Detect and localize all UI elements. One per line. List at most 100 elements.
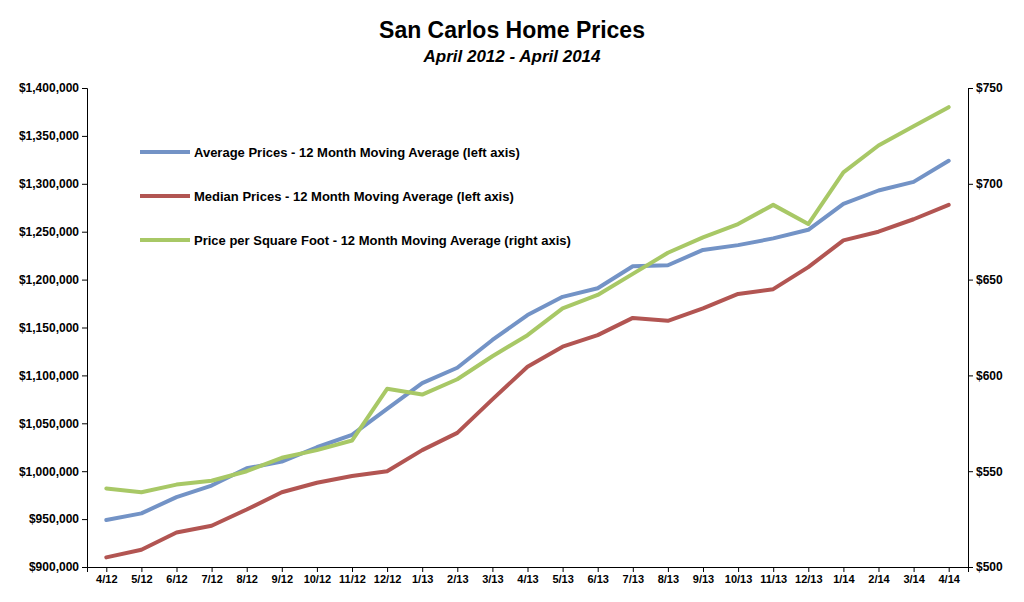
tick: 11/13 <box>760 567 787 585</box>
tick-mark <box>82 519 87 520</box>
tick-label: $750 <box>976 81 1003 95</box>
tick: 10/13 <box>725 567 753 585</box>
tick-label: 1/14 <box>833 573 855 585</box>
tick: 6/12 <box>166 567 187 585</box>
series-line <box>106 205 948 558</box>
tick: 8/13 <box>658 567 679 585</box>
y2-axis: $500$550$600$650$700$750 <box>968 81 1003 574</box>
tick-mark <box>878 567 879 572</box>
tick-label: 12/12 <box>374 573 402 585</box>
tick-label: $1,250,000 <box>19 225 79 239</box>
tick-mark <box>968 88 973 89</box>
tick-mark <box>528 567 529 572</box>
tick-mark <box>82 375 87 376</box>
tick-label: 1/13 <box>412 573 433 585</box>
tick: 2/14 <box>868 567 890 585</box>
tick-mark <box>317 567 318 572</box>
tick-label: 2/14 <box>868 573 890 585</box>
tick-mark <box>949 567 950 572</box>
tick-mark <box>177 567 178 572</box>
legend-label: Average Prices - 12 Month Moving Average… <box>194 145 520 160</box>
tick-mark <box>82 136 87 137</box>
tick: $1,300,000 <box>19 177 87 191</box>
tick: $950,000 <box>29 512 87 526</box>
tick-label: 9/13 <box>693 573 714 585</box>
tick-label: $650 <box>976 273 1003 287</box>
tick-label: $900,000 <box>29 560 79 574</box>
tick-mark <box>492 567 493 572</box>
tick-mark <box>82 280 87 281</box>
tick: 12/13 <box>795 567 823 585</box>
tick-label: 5/12 <box>131 573 152 585</box>
tick-label: $1,050,000 <box>19 417 79 431</box>
tick-mark <box>141 567 142 572</box>
tick: 1/14 <box>833 567 855 585</box>
tick-label: $550 <box>976 465 1003 479</box>
tick-label: 7/13 <box>623 573 644 585</box>
tick-mark <box>82 423 87 424</box>
tick: 5/12 <box>131 567 152 585</box>
tick-mark <box>968 184 973 185</box>
tick-mark <box>82 232 87 233</box>
tick-mark <box>598 567 599 572</box>
tick: $1,350,000 <box>19 129 87 143</box>
tick: 6/13 <box>587 567 608 585</box>
tick-mark <box>914 567 915 572</box>
legend-swatch <box>140 150 190 154</box>
tick: 2/13 <box>447 567 468 585</box>
tick: 11/12 <box>339 567 366 585</box>
title: San Carlos Home Prices <box>379 17 645 43</box>
tick-label: $1,400,000 <box>19 81 79 95</box>
tick: 9/13 <box>693 567 714 585</box>
tick-label: $1,100,000 <box>19 369 79 383</box>
tick-mark <box>82 184 87 185</box>
tick-mark <box>738 567 739 572</box>
tick: $500 <box>968 560 1003 574</box>
tick-mark <box>703 567 704 572</box>
tick: 7/12 <box>201 567 222 585</box>
tick: 10/12 <box>304 567 332 585</box>
tick-label: 6/13 <box>587 573 608 585</box>
chart: San Carlos Home PricesApril 2012 - April… <box>0 0 1024 602</box>
legend-item: Average Prices - 12 Month Moving Average… <box>140 145 520 160</box>
tick-label: 8/13 <box>658 573 679 585</box>
tick-label: $950,000 <box>29 512 79 526</box>
tick: 8/12 <box>236 567 257 585</box>
tick-label: 4/12 <box>96 573 117 585</box>
tick-mark <box>457 567 458 572</box>
series-line <box>106 161 948 520</box>
tick: 3/14 <box>903 567 925 585</box>
tick-mark <box>282 567 283 572</box>
tick-label: $600 <box>976 369 1003 383</box>
tick: $1,250,000 <box>19 225 87 239</box>
tick: 4/14 <box>938 567 960 585</box>
tick-label: 11/13 <box>760 573 787 585</box>
tick-mark <box>387 567 388 572</box>
tick-mark <box>563 567 564 572</box>
legend: Average Prices - 12 Month Moving Average… <box>140 145 571 248</box>
tick: $1,200,000 <box>19 273 87 287</box>
tick: $600 <box>968 369 1003 383</box>
tick-label: 2/13 <box>447 573 468 585</box>
legend-item: Median Prices - 12 Month Moving Average … <box>140 189 514 204</box>
tick: $650 <box>968 273 1003 287</box>
tick-label: $1,350,000 <box>19 129 79 143</box>
tick: 7/13 <box>623 567 644 585</box>
tick-mark <box>968 471 973 472</box>
tick-label: 9/12 <box>272 573 293 585</box>
tick-mark <box>773 567 774 572</box>
tick-label: 7/12 <box>201 573 222 585</box>
y-axis: $900,000 $950,000 $1,000,000 $1,050,000 $1,1… <box>19 81 88 574</box>
tick: $1,100,000 <box>19 369 87 383</box>
tick-label: $1,200,000 <box>19 273 79 287</box>
x-axis: 4/12 5/12 6/12 7/12 8/12 9/12 10/12 11/12 12/12 1… <box>88 567 969 585</box>
tick: $1,050,000 <box>19 417 87 431</box>
tick: $1,400,000 <box>19 81 87 95</box>
tick-label: 11/12 <box>339 573 366 585</box>
tick-label: $500 <box>976 560 1003 574</box>
tick: $1,000,000 <box>19 465 87 479</box>
tick-mark <box>422 567 423 572</box>
tick-label: 5/13 <box>552 573 573 585</box>
plot: $900,000 $950,000 $1,000,000 $1,050,000 $1,1… <box>19 81 1003 584</box>
tick-label: 10/12 <box>304 573 332 585</box>
